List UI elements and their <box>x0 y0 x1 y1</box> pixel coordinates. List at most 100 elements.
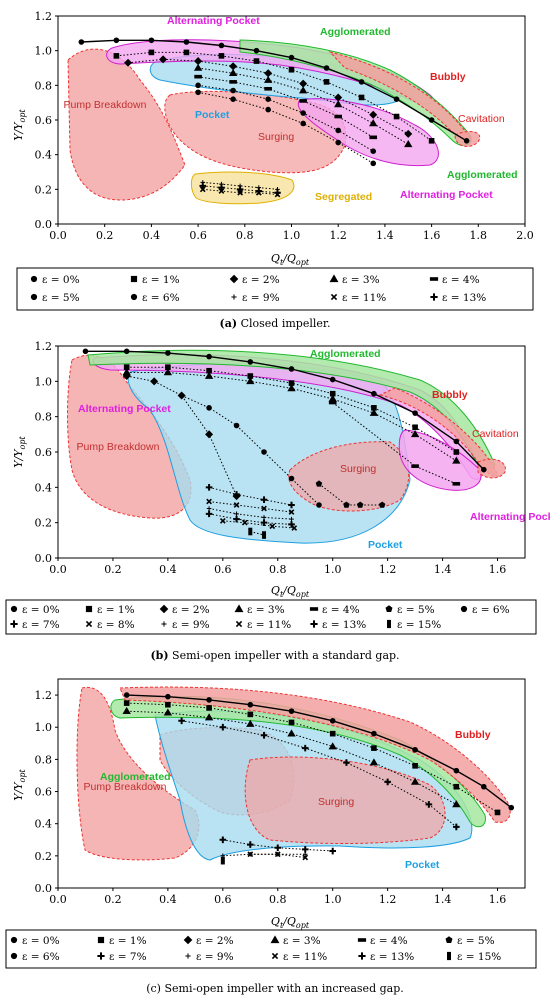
legend-marker <box>10 605 18 613</box>
x-tick-label: 1.4 <box>376 229 394 242</box>
data-point <box>453 767 460 774</box>
ylabel-c: Υ/Υopt <box>12 769 27 801</box>
legend-marker <box>130 275 138 283</box>
data-point <box>328 400 337 405</box>
x-tick-label: 1.6 <box>423 229 441 242</box>
legend-label: ε = 6% <box>472 604 510 616</box>
data-point <box>288 475 295 482</box>
x-tick-label: 1.2 <box>329 229 347 242</box>
data-point <box>122 368 131 376</box>
data-point <box>265 106 271 113</box>
data-point <box>315 480 323 487</box>
y-tick-label: 0.4 <box>35 149 53 162</box>
legend-label: ε = 9% <box>172 619 210 631</box>
data-point <box>370 148 377 154</box>
x-tick-label: 1.0 <box>324 563 342 576</box>
data-point <box>234 511 239 517</box>
label-alternating-pocket-2-a: Alternating Pocket <box>400 189 493 201</box>
x-tick-label: 1.4 <box>434 563 452 576</box>
ylabel-b: Υ/Υopt <box>12 436 27 468</box>
data-point <box>233 515 240 523</box>
panel-b: Agglomerated Alternating Pocket Pump Bre… <box>5 340 550 662</box>
legend-marker <box>10 936 18 944</box>
y-tick-label: 0.6 <box>35 786 53 799</box>
legend-label: ε = 8% <box>97 619 135 631</box>
legend-marker <box>387 619 391 629</box>
data-point <box>329 376 336 383</box>
legend-b <box>5 599 537 635</box>
series-line <box>181 395 320 506</box>
data-point <box>287 729 296 737</box>
data-point <box>205 484 213 491</box>
legend-label: ε = 2% <box>172 604 210 616</box>
legend-label: ε = 0% <box>42 274 80 286</box>
data-point <box>219 836 227 844</box>
series-line <box>332 402 457 485</box>
legend-label: ε = 9% <box>196 951 234 963</box>
data-point <box>335 127 342 134</box>
legend-label: ε = 4% <box>322 604 360 616</box>
series-line <box>208 486 292 506</box>
label-bubbly-a: Bubbly <box>430 71 466 83</box>
label-cavitation-a: Cavitation <box>458 113 505 125</box>
series-line <box>222 520 295 529</box>
data-point <box>204 371 214 379</box>
legend-marker <box>159 604 169 614</box>
data-point <box>287 384 296 392</box>
data-point <box>159 55 168 64</box>
legend-label: ε = 11% <box>283 951 327 963</box>
data-point <box>323 65 330 71</box>
label-pump-breakdown-a: Pump Breakdown <box>64 99 147 111</box>
legend-label: ε = 1% <box>97 604 135 616</box>
legend-marker <box>271 952 279 960</box>
data-point <box>369 110 378 119</box>
legend-marker <box>30 293 38 301</box>
legend-label: ε = 7% <box>22 619 60 631</box>
label-pocket-b: Pocket <box>368 539 403 551</box>
data-point <box>356 501 364 508</box>
data-point <box>204 713 214 721</box>
label-pump-breakdown-b: Pump Breakdown <box>77 441 160 453</box>
x-tick-label: 1.0 <box>283 229 301 242</box>
data-point <box>371 745 377 751</box>
legend-label: ε = 0% <box>22 935 60 947</box>
ticks-c: 0.0 0.2 0.4 0.6 0.8 1.0 1.2 1.4 1.6 0.0 0.2 0.4 0.6 0… <box>35 689 507 906</box>
legend-marker <box>97 952 105 960</box>
data-point <box>219 723 227 731</box>
legend-marker <box>460 605 468 613</box>
legend-marker <box>10 620 18 628</box>
legend-label: ε = 9% <box>242 292 280 304</box>
legend-label: ε = 13% <box>442 292 486 304</box>
y-tick-label: 0.2 <box>35 517 53 530</box>
y-tick-label: 0.0 <box>35 882 53 895</box>
data-point <box>218 42 225 49</box>
data-point <box>246 377 255 385</box>
data-point <box>453 823 460 831</box>
data-point <box>393 113 400 120</box>
data-point <box>206 506 212 511</box>
data-point <box>165 350 171 356</box>
y-tick-label: 1.0 <box>35 721 53 734</box>
y-tick-label: 0.4 <box>35 818 53 831</box>
label-alternating-pocket-2-b: Alternating Pocket <box>470 511 550 523</box>
data-point <box>148 49 155 56</box>
data-point <box>411 464 419 468</box>
panel-a: Alternating Pocket Agglomerated Bubbly C… <box>12 10 534 330</box>
data-point <box>428 117 435 123</box>
x-tick-label: 1.4 <box>434 893 452 906</box>
x-tick-label: 0.8 <box>236 229 254 242</box>
legend-marker <box>231 294 237 300</box>
data-point <box>412 746 418 753</box>
series-line <box>81 39 467 142</box>
data-point <box>150 377 159 386</box>
series-line <box>250 531 265 536</box>
x-tick-label: 0.2 <box>96 229 114 242</box>
data-point <box>329 847 337 855</box>
data-point <box>218 188 225 194</box>
data-point <box>229 80 237 84</box>
data-point <box>299 86 308 94</box>
data-point <box>195 82 201 89</box>
data-point <box>404 139 413 148</box>
label-segregated-a: Segregated <box>315 191 372 203</box>
data-point <box>410 777 420 785</box>
